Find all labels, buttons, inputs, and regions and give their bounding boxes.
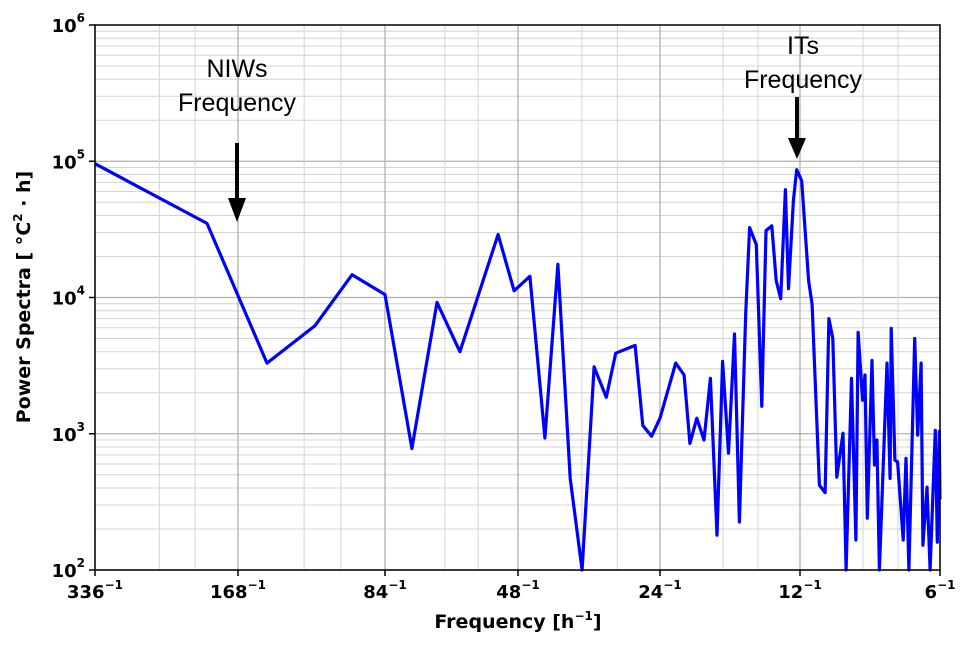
y-tick-label: 103 — [52, 420, 85, 446]
annotation-niws: NIWs Frequency — [178, 55, 297, 222]
y-axis-ticks: 102 103 104 105 106 — [52, 11, 95, 582]
x-tick-label: 24−1 — [638, 578, 681, 603]
x-tick-label: 336−1 — [67, 578, 123, 603]
spectrum-line — [94, 162, 942, 572]
x-tick-label: 84−1 — [363, 578, 406, 603]
grid — [94, 25, 941, 571]
annotation-niws-line2: Frequency — [178, 89, 297, 117]
arrow-down-icon — [228, 143, 246, 222]
x-tick-label: 6−1 — [925, 578, 956, 603]
arrow-down-icon — [788, 97, 806, 159]
annotation-its: ITs Frequency — [744, 32, 863, 159]
annotation-niws-line1: NIWs — [206, 55, 267, 83]
x-axis-label: Frequency [h−1] — [434, 609, 601, 633]
y-tick-label: 105 — [52, 147, 85, 173]
x-tick-label: 48−1 — [496, 578, 539, 603]
y-axis-label: Power Spectra [ °C2 · h] — [11, 171, 35, 424]
y-tick-label: 106 — [52, 11, 85, 37]
x-tick-label: 168−1 — [210, 578, 266, 603]
annotation-its-line2: Frequency — [744, 66, 863, 94]
y-tick-label: 104 — [52, 284, 85, 310]
x-axis-ticks: 336−1 168−1 84−1 48−1 24−1 12−1 6−1 — [67, 570, 955, 603]
annotation-its-line1: ITs — [787, 32, 819, 60]
y-tick-label: 102 — [52, 556, 85, 582]
x-tick-label: 12−1 — [778, 578, 821, 603]
